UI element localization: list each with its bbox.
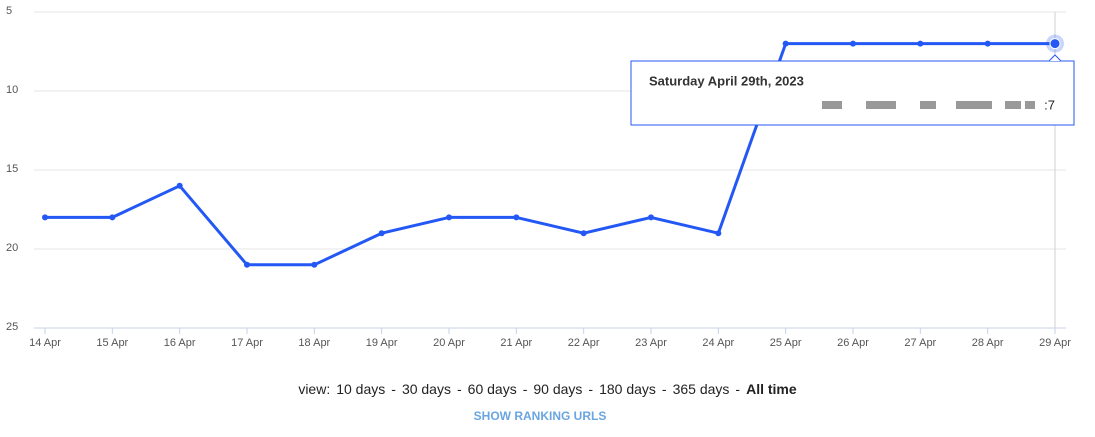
tooltip-redacted	[1025, 101, 1035, 109]
tooltip-label: :7	[1044, 97, 1055, 112]
point	[109, 214, 116, 221]
view-label: view:	[298, 381, 331, 397]
x-tick-label: 16 Apr	[164, 337, 196, 349]
view-option[interactable]: 365 days	[672, 381, 730, 397]
separator: -	[522, 381, 528, 397]
y-tick-label: 25	[6, 321, 18, 333]
x-tick-label: 24 Apr	[702, 337, 734, 349]
tooltip-redacted	[866, 101, 896, 109]
x-tick-label: 27 Apr	[904, 337, 936, 349]
point	[244, 261, 250, 268]
view-option[interactable]: 30 days	[401, 381, 451, 397]
separator: -	[588, 381, 594, 397]
point	[782, 40, 789, 47]
y-tick-label: 10	[6, 84, 18, 96]
x-tick-label: 22 Apr	[568, 337, 600, 349]
x-tick-label: 29 Apr	[1039, 337, 1071, 349]
separator: -	[456, 381, 462, 397]
y-tick-label: 5	[6, 5, 12, 17]
x-tick-label: 15 Apr	[96, 337, 128, 349]
tooltip-redacted	[1005, 101, 1021, 109]
x-tick-label: 18 Apr	[298, 337, 330, 349]
point	[715, 230, 722, 237]
show-ranking-urls-button[interactable]: SHOW RANKING URLS	[473, 409, 607, 423]
x-tick-label: 28 Apr	[972, 337, 1004, 349]
x-tick-label: 21 Apr	[500, 337, 532, 349]
view-option[interactable]: 10 days	[336, 381, 386, 397]
x-tick-label: 14 Apr	[29, 337, 61, 349]
view-options: view: 10 days -30 days -60 days -90 days -180…	[0, 381, 1095, 397]
x-tick-label: 23 Apr	[635, 337, 667, 349]
point	[984, 40, 991, 47]
tooltip: Saturday April 29th, 2023 :7	[630, 54, 1075, 126]
y-tick-label: 20	[6, 242, 18, 254]
tooltip-redacted	[956, 101, 992, 109]
point	[311, 261, 318, 268]
chart: 5 10 15 20 25 14 Apr 15 Apr 16 Apr 17 Apr 18 Apr 1…	[6, 5, 1075, 380]
view-option[interactable]: 60 days	[467, 381, 517, 397]
separator: -	[735, 381, 741, 397]
point	[513, 214, 520, 221]
tooltip-redacted	[920, 101, 936, 109]
line	[45, 42, 1055, 267]
view-option[interactable]: 90 days	[533, 381, 583, 397]
point	[580, 230, 587, 237]
x-tick-label: 19 Apr	[366, 337, 398, 349]
tooltip-redacted	[822, 101, 842, 109]
point	[176, 182, 183, 189]
point	[446, 214, 452, 221]
point	[850, 40, 856, 47]
separator: -	[661, 381, 667, 397]
tooltip-box	[630, 60, 1075, 126]
tooltip-title: Saturday April 29th, 2023	[649, 73, 804, 88]
x-tick-label: 26 Apr	[837, 337, 869, 349]
point	[1049, 38, 1061, 50]
view-option[interactable]: All time	[746, 381, 797, 397]
view-option[interactable]: 180 days	[599, 381, 656, 397]
separator: -	[391, 381, 396, 397]
x-tick-label: 20 Apr	[433, 337, 465, 349]
tooltip-pointer	[1048, 54, 1062, 62]
point	[42, 214, 48, 221]
point	[917, 40, 924, 47]
point	[648, 214, 654, 221]
point	[378, 230, 385, 237]
x-tick-label: 17 Apr	[231, 337, 263, 349]
x-tick-label: 25 Apr	[770, 337, 802, 349]
y-tick-label: 15	[6, 163, 18, 175]
